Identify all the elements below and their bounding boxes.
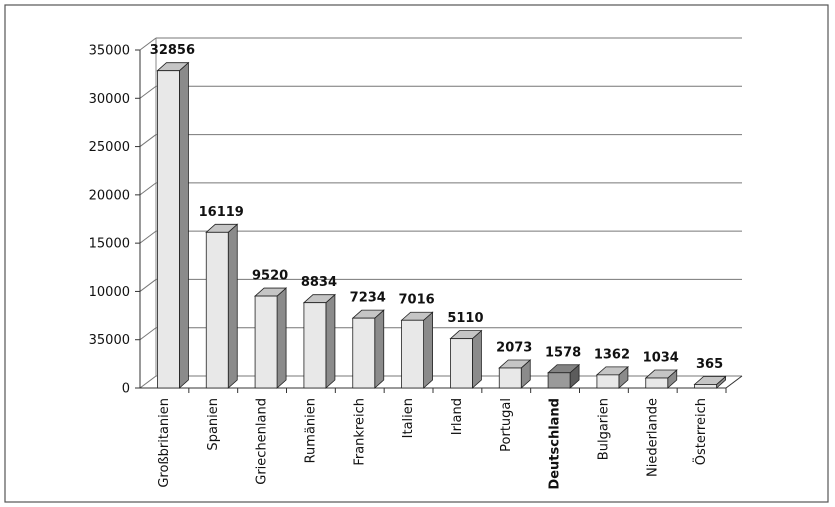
grid-line-side bbox=[139, 134, 157, 147]
x-tick-label: Niederlande bbox=[645, 398, 660, 477]
bar-side bbox=[374, 309, 385, 389]
bar-side bbox=[276, 287, 287, 389]
value-label: 365 bbox=[696, 357, 723, 372]
value-label: 1034 bbox=[643, 351, 679, 366]
bar bbox=[254, 295, 278, 389]
y-tick-label: 10000 bbox=[89, 285, 130, 300]
bar-side bbox=[179, 61, 189, 389]
y-tick-label: 15000 bbox=[89, 237, 130, 252]
x-tick-label: Griechenland bbox=[255, 398, 270, 485]
bar-side bbox=[325, 293, 336, 389]
x-tick-label: Portugal bbox=[499, 398, 514, 452]
y-tick-label: 0 bbox=[122, 382, 130, 397]
value-label: 32856 bbox=[150, 43, 195, 58]
bar-side bbox=[472, 329, 482, 389]
bar bbox=[352, 317, 376, 389]
x-tick-label: Spanien bbox=[206, 398, 221, 451]
grid-line-side bbox=[139, 182, 157, 196]
value-label: 1362 bbox=[594, 347, 630, 362]
x-tick-label: Rumänien bbox=[303, 398, 318, 463]
bar bbox=[596, 374, 620, 389]
x-tick-label: Irland bbox=[450, 398, 465, 435]
grid-line-side bbox=[139, 279, 157, 292]
bar bbox=[694, 384, 717, 389]
grid-line-side bbox=[139, 37, 157, 51]
grid-line-side bbox=[139, 85, 157, 99]
bar-side bbox=[423, 311, 433, 389]
y-tick-label: 25000 bbox=[89, 140, 130, 155]
bar bbox=[450, 338, 473, 389]
x-tick-label: Großbritanien bbox=[157, 398, 172, 488]
x-tick-label: Österreich bbox=[692, 398, 709, 465]
frame bbox=[4, 4, 829, 503]
x-tick-label: Bulgarien bbox=[596, 398, 611, 460]
bar bbox=[645, 377, 669, 389]
x-tick-label: Italien bbox=[401, 398, 416, 438]
value-label: 9520 bbox=[252, 269, 288, 284]
value-label: 7234 bbox=[350, 291, 386, 306]
value-label: 2073 bbox=[496, 340, 532, 355]
grid-line-side bbox=[139, 375, 157, 389]
grid-line-side bbox=[139, 230, 157, 244]
y-tick-label: 35000 bbox=[89, 44, 130, 59]
x-tick-label: Deutschland bbox=[548, 398, 563, 490]
y-tick-label: 20000 bbox=[89, 188, 130, 203]
bar bbox=[498, 367, 522, 389]
x-tick-label: Frankreich bbox=[352, 398, 367, 466]
bar bbox=[205, 231, 229, 389]
bar bbox=[547, 372, 571, 389]
value-label: 1578 bbox=[545, 345, 581, 360]
floor-edge bbox=[725, 375, 743, 389]
bar bbox=[303, 302, 327, 389]
bar bbox=[401, 319, 424, 389]
value-label: 16119 bbox=[199, 205, 244, 220]
value-label: 8834 bbox=[301, 275, 337, 290]
y-tick-label: 30000 bbox=[89, 92, 130, 107]
y-tick-label: 35000 bbox=[89, 333, 130, 348]
bar bbox=[157, 70, 180, 389]
bar-side bbox=[227, 223, 238, 389]
value-label: 5110 bbox=[447, 311, 483, 326]
value-label: 7016 bbox=[398, 293, 434, 308]
grid-line-side bbox=[139, 327, 157, 341]
